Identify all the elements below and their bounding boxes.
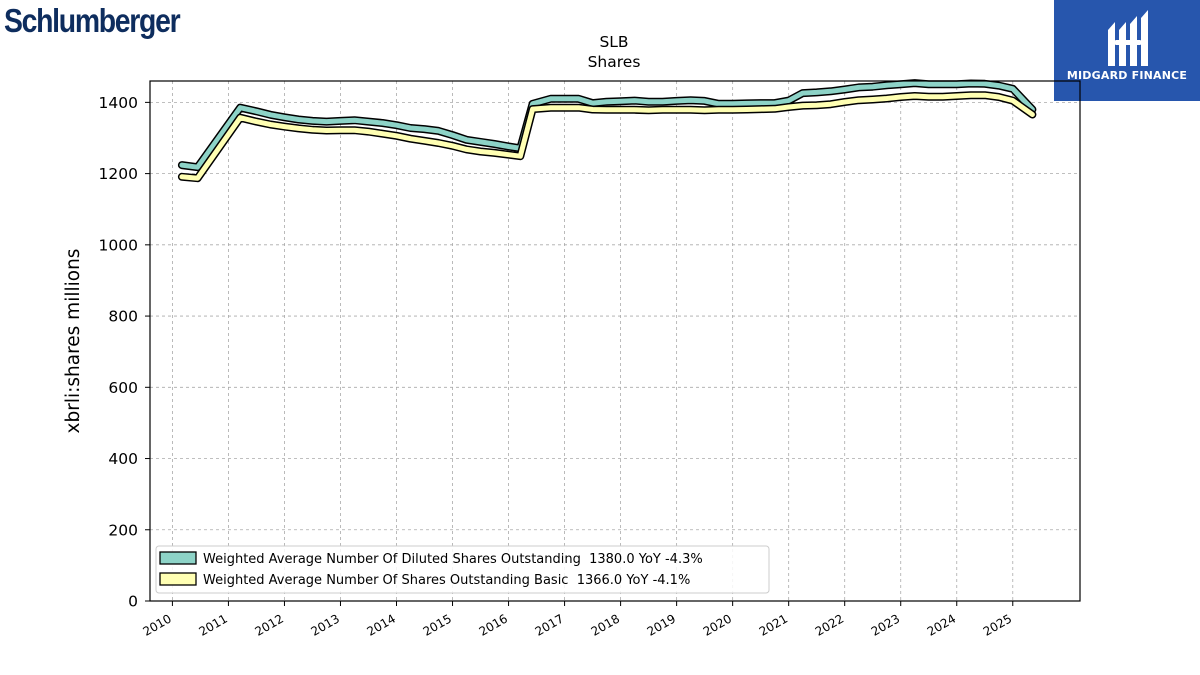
x-tick-label: 2025 <box>981 611 1014 638</box>
x-tick-label: 2012 <box>253 611 286 638</box>
y-tick-label: 400 <box>108 450 138 468</box>
y-tick-label: 1400 <box>99 94 138 112</box>
legend-swatch-basic <box>159 572 197 586</box>
x-tick-label: 2010 <box>140 611 173 638</box>
x-tick-label: 2011 <box>196 611 229 638</box>
x-tick-label: 2019 <box>645 611 678 638</box>
brand-emblem-icon <box>1108 10 1148 66</box>
x-tick-label: 2015 <box>421 611 454 638</box>
x-tick-label: 2016 <box>477 611 510 638</box>
chart-title: SLB <box>599 33 628 51</box>
company-logo: Schlumberger <box>4 2 181 39</box>
y-tick-label: 200 <box>108 521 138 539</box>
chart-subtitle: Shares <box>588 53 641 71</box>
legend-box <box>155 545 770 594</box>
legend-swatch-diluted <box>159 551 197 565</box>
brand-name: MIDGARD FINANCE <box>1066 69 1188 82</box>
y-axis-label: xbrli:shares millions <box>63 249 84 434</box>
y-tick-label: 600 <box>108 379 138 397</box>
x-tick-label: 2022 <box>813 611 846 638</box>
x-axis: 2010 2011 2012 2013 2014 2015 2016 2017 2018 2019… <box>140 601 1014 639</box>
series-line-diluted <box>179 80 1035 170</box>
y-tick-label: 1200 <box>99 165 138 183</box>
y-axis: 0 200 400 600 800 1000 1200 1400 <box>99 94 150 611</box>
legend-label-basic: Weighted Average Number Of Shares Outsta… <box>203 573 690 588</box>
x-tick-label: 2013 <box>309 611 342 638</box>
brand-logo: MIDGARD FINANCE <box>1054 0 1200 101</box>
plot-frame <box>149 80 1081 602</box>
y-tick-label: 800 <box>108 308 138 326</box>
x-tick-label: 2020 <box>701 611 734 638</box>
x-tick-label: 2014 <box>365 611 398 638</box>
legend: Weighted Average Number Of Diluted Share… <box>155 545 770 594</box>
legend-label-diluted: Weighted Average Number Of Diluted Share… <box>203 552 703 567</box>
x-tick-label: 2024 <box>925 611 958 638</box>
x-tick-label: 2023 <box>869 611 902 638</box>
x-tick-label: 2021 <box>757 611 790 638</box>
x-tick-label: 2017 <box>533 611 566 638</box>
series-line-basic <box>179 92 1035 181</box>
y-tick-label: 0 <box>128 593 138 611</box>
grid <box>150 81 1080 602</box>
y-tick-label: 1000 <box>99 236 138 254</box>
x-tick-label: 2018 <box>589 611 622 638</box>
series-layer <box>177 79 1037 183</box>
